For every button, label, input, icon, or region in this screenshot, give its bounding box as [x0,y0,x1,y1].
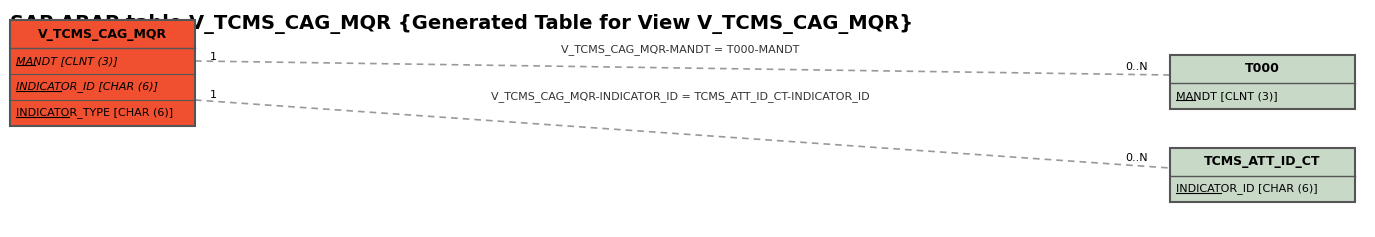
Text: V_TCMS_CAG_MQR: V_TCMS_CAG_MQR [38,27,168,41]
FancyBboxPatch shape [10,20,195,48]
Text: INDICATOR_TYPE [CHAR (6)]: INDICATOR_TYPE [CHAR (6)] [16,108,173,118]
FancyBboxPatch shape [10,74,195,100]
FancyBboxPatch shape [1170,55,1354,83]
FancyBboxPatch shape [1170,176,1354,202]
Text: 1: 1 [210,90,217,100]
Text: SAP ABAP table V_TCMS_CAG_MQR {Generated Table for View V_TCMS_CAG_MQR}: SAP ABAP table V_TCMS_CAG_MQR {Generated… [10,14,913,34]
Text: INDICATOR_ID [CHAR (6)]: INDICATOR_ID [CHAR (6)] [1176,183,1317,194]
Text: MANDT [CLNT (3)]: MANDT [CLNT (3)] [16,56,118,66]
Text: TCMS_ATT_ID_CT: TCMS_ATT_ID_CT [1204,155,1321,169]
Text: MANDT [CLNT (3)]: MANDT [CLNT (3)] [1176,91,1277,101]
Text: V_TCMS_CAG_MQR-INDICATOR_ID = TCMS_ATT_ID_CT-INDICATOR_ID: V_TCMS_CAG_MQR-INDICATOR_ID = TCMS_ATT_I… [491,91,869,102]
Text: T000: T000 [1244,63,1280,76]
Text: 0..N: 0..N [1125,62,1148,72]
Text: V_TCMS_CAG_MQR-MANDT = T000-MANDT: V_TCMS_CAG_MQR-MANDT = T000-MANDT [561,44,799,55]
FancyBboxPatch shape [1170,83,1354,109]
FancyBboxPatch shape [10,100,195,126]
Text: 0..N: 0..N [1125,153,1148,163]
Text: INDICATOR_ID [CHAR (6)]: INDICATOR_ID [CHAR (6)] [16,82,158,92]
Text: 1: 1 [210,52,217,62]
FancyBboxPatch shape [10,48,195,74]
FancyBboxPatch shape [1170,148,1354,176]
